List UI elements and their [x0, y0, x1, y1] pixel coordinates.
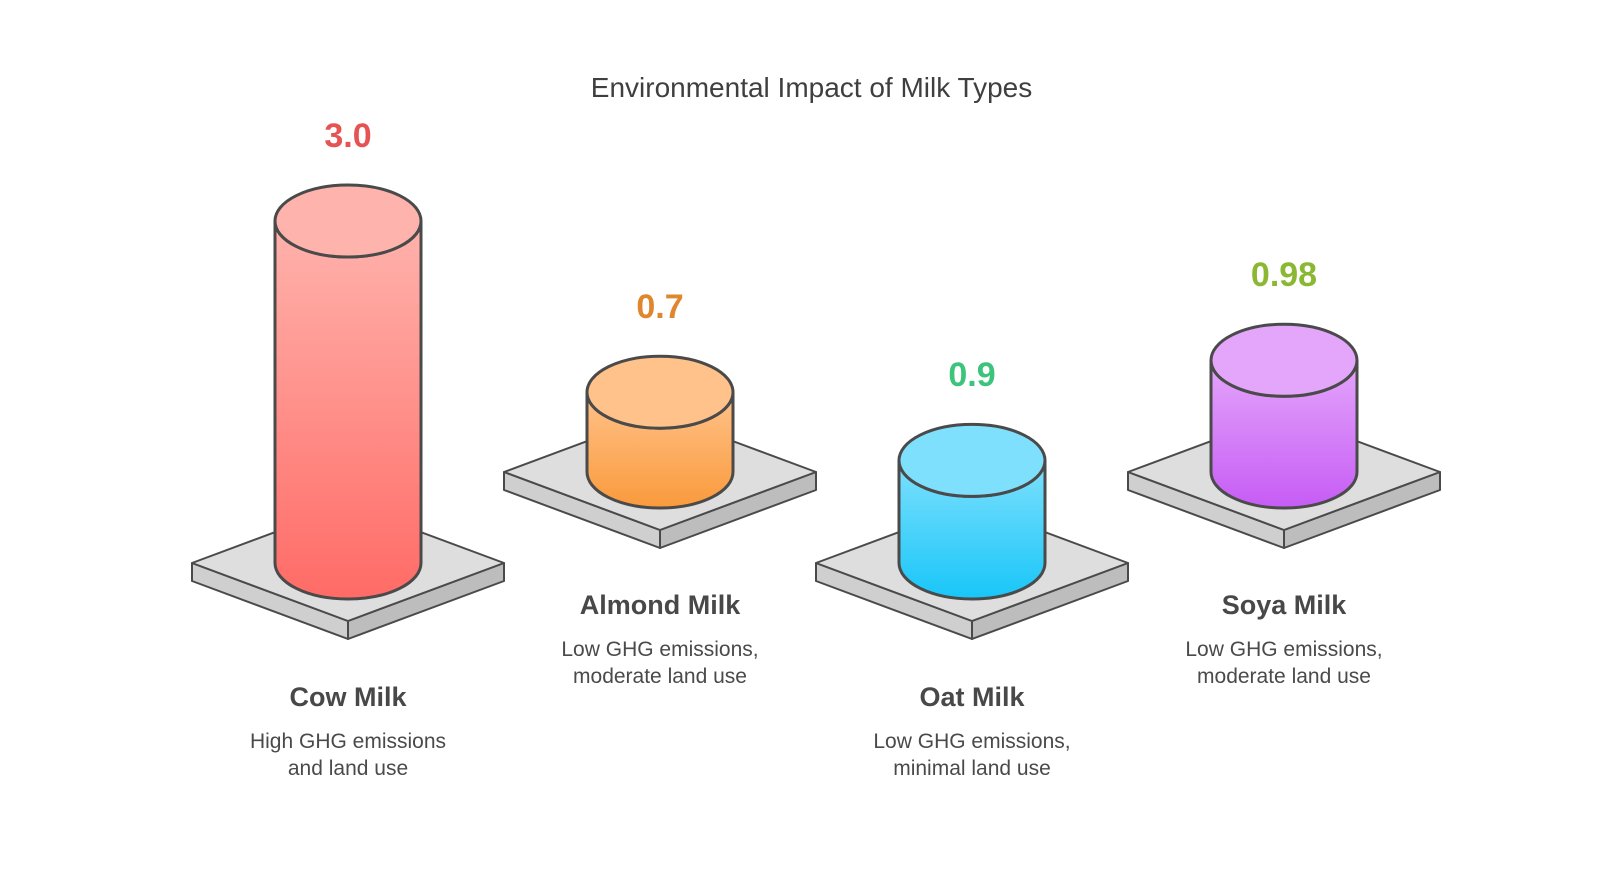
data-label: 0.7 — [636, 288, 684, 327]
bar-cylinder — [585, 354, 735, 510]
description-line: and land use — [287, 757, 409, 780]
category-label: Soya Milk — [1221, 590, 1347, 620]
description-line: High GHG emissions — [249, 730, 447, 753]
category-description: Low GHG emissions, minimal land use — [792, 728, 1152, 782]
description-line: minimal land use — [893, 757, 1051, 780]
bar-cylinder — [897, 422, 1047, 601]
description-line: Low GHG emissions, — [1185, 638, 1383, 661]
category-label: Almond Milk — [579, 590, 741, 620]
data-label: 3.0 — [324, 117, 372, 155]
description-line: moderate land use — [573, 665, 747, 688]
description-line: Low GHG emissions, — [561, 638, 759, 661]
chart-title: Environmental Impact of Milk Types — [590, 72, 1033, 103]
category-label: Oat Milk — [919, 682, 1025, 712]
category-description: Low GHG emissions, moderate land use — [1104, 636, 1464, 690]
bar-cylinder — [1209, 322, 1359, 510]
data-label: 0.9 — [948, 356, 996, 395]
description-line: moderate land use — [1197, 665, 1371, 688]
category-description: High GHG emissions and land use — [168, 728, 528, 782]
data-label: 0.98 — [1250, 256, 1318, 295]
bar-cylinder — [273, 183, 423, 601]
category-description: Low GHG emissions, moderate land use — [480, 636, 840, 690]
category-label: Cow Milk — [289, 682, 407, 712]
description-line: Low GHG emissions, — [873, 730, 1071, 753]
